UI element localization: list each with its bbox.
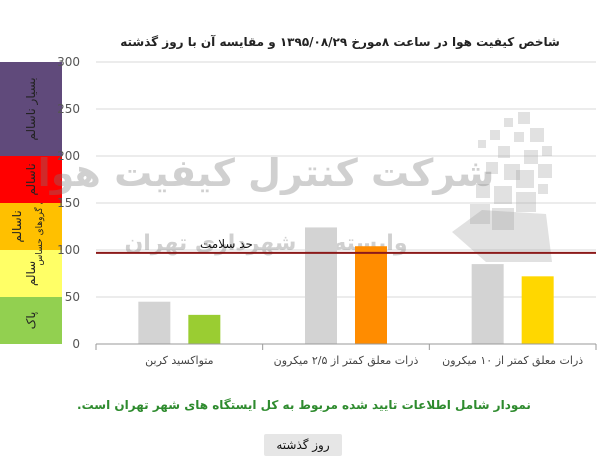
bar-current bbox=[521, 276, 554, 344]
bar-previous-day bbox=[138, 301, 171, 344]
watermark-logo-block bbox=[492, 208, 514, 230]
watermark-logo-block bbox=[542, 146, 552, 156]
y-tick-label: 300 bbox=[57, 55, 80, 69]
watermark-logo-block bbox=[516, 170, 534, 188]
y-tick-label: 150 bbox=[57, 196, 80, 210]
watermark: شرکت کنترل کیفیت هوا وابسته به شهرداری ت… bbox=[38, 112, 552, 262]
aqi-band-sublabel: برای گروهای حساس bbox=[33, 187, 45, 265]
aqi-band-label: ناسالم bbox=[10, 210, 24, 242]
category-label: ذرات معلق کمتر از ۲/۵ میکرون bbox=[274, 354, 419, 368]
watermark-logo-block bbox=[476, 184, 490, 198]
aqi-band bbox=[0, 250, 62, 297]
previous-day-button[interactable]: روز گذشته bbox=[264, 434, 342, 456]
axes: 0 50 100 150 200 250 300 متواکسید کربن ذرات معلق… bbox=[57, 55, 597, 368]
y-tick-label: 50 bbox=[65, 290, 80, 304]
watermark-logo-block bbox=[538, 184, 548, 194]
aqi-band bbox=[0, 297, 62, 344]
bar-current bbox=[355, 246, 387, 344]
aqi-band-label: پاک bbox=[24, 312, 38, 330]
category-label: متواکسید کربن bbox=[145, 354, 213, 367]
health-threshold: حد سلامت bbox=[96, 237, 596, 254]
watermark-line-1: شرکت کنترل کیفیت هوا bbox=[38, 151, 495, 195]
watermark-logo-block bbox=[490, 130, 500, 140]
category-label: ذرات معلق کمتر از ۱۰ میکرون bbox=[442, 354, 583, 368]
footnote: نمودار شامل اطلاعات تایید شده مربوط به ک… bbox=[77, 398, 531, 412]
watermark-logo-base bbox=[452, 210, 552, 262]
watermark-logo bbox=[452, 112, 552, 262]
aqi-band bbox=[0, 203, 62, 250]
aqi-band bbox=[0, 156, 62, 203]
watermark-logo-block bbox=[516, 192, 536, 212]
watermark-logo-block bbox=[486, 162, 498, 174]
watermark-logo-block bbox=[524, 150, 538, 164]
watermark-logo-block bbox=[498, 146, 510, 158]
chart-title: شاخص کیفیت هوا در ساعت ۸مورخ ۱۳۹۵/۰۸/۲۹ … bbox=[120, 34, 560, 50]
watermark-logo-block bbox=[504, 118, 513, 127]
watermark-logo-block bbox=[494, 186, 512, 204]
y-tick-label: 0 bbox=[72, 337, 80, 351]
watermark-logo-block bbox=[518, 112, 530, 124]
bar-previous-day bbox=[471, 264, 504, 344]
watermark-logo-block bbox=[514, 132, 524, 142]
y-tick-label: 100 bbox=[57, 243, 80, 257]
gridlines bbox=[96, 61, 596, 345]
bar-previous-day bbox=[305, 227, 337, 344]
bar-current bbox=[188, 314, 221, 344]
aqi-band-label: سالم bbox=[24, 261, 38, 286]
y-tick-label: 250 bbox=[57, 102, 80, 116]
watermark-logo-block bbox=[478, 140, 486, 148]
y-tick-label: 200 bbox=[57, 149, 80, 163]
watermark-logo-block bbox=[504, 164, 520, 180]
watermark-logo-block bbox=[538, 164, 552, 178]
watermark-logo-block bbox=[530, 128, 544, 142]
bars bbox=[138, 227, 554, 344]
watermark-logo-block bbox=[470, 204, 490, 224]
aqi-band-label: بسیار ناسالم bbox=[24, 77, 39, 140]
aqi-band bbox=[0, 62, 62, 156]
health-threshold-label: حد سلامت bbox=[200, 237, 253, 251]
aqi-band-label: ناسالم bbox=[24, 163, 38, 195]
